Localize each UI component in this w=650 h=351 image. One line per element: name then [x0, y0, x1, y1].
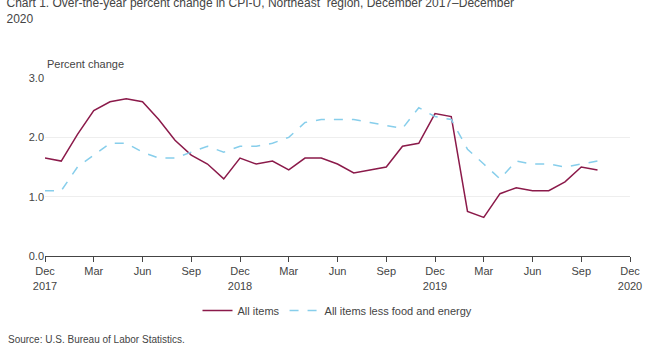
svg-text:Jun: Jun [329, 265, 347, 277]
svg-text:All items less food and energy: All items less food and energy [325, 305, 472, 317]
svg-text:2.0: 2.0 [29, 131, 44, 143]
svg-text:Dec2020: Dec2020 [618, 265, 642, 291]
svg-text:Jun: Jun [134, 265, 152, 277]
svg-text:Mar: Mar [279, 265, 298, 277]
svg-text:Source: U.S. Bureau of Labor S: Source: U.S. Bureau of Labor Statistics. [8, 334, 185, 345]
svg-text:Chart 1. Over-the-year percent: Chart 1. Over-the-year percent change in… [7, 0, 515, 26]
svg-text:Dec2019: Dec2019 [423, 265, 447, 291]
svg-text:All items: All items [238, 305, 280, 317]
svg-text:1.0: 1.0 [29, 191, 44, 203]
svg-text:Percent change: Percent change [47, 58, 124, 70]
svg-text:0.0: 0.0 [29, 250, 44, 262]
svg-text:Dec2017: Dec2017 [33, 265, 57, 291]
svg-text:Mar: Mar [474, 265, 493, 277]
svg-text:Dec2018: Dec2018 [228, 265, 252, 291]
svg-text:Jun: Jun [524, 265, 542, 277]
svg-text:Sep: Sep [181, 265, 201, 277]
svg-text:Sep: Sep [376, 265, 396, 277]
svg-text:Sep: Sep [571, 265, 591, 277]
svg-text:3.0: 3.0 [29, 72, 44, 84]
svg-text:Mar: Mar [84, 265, 103, 277]
